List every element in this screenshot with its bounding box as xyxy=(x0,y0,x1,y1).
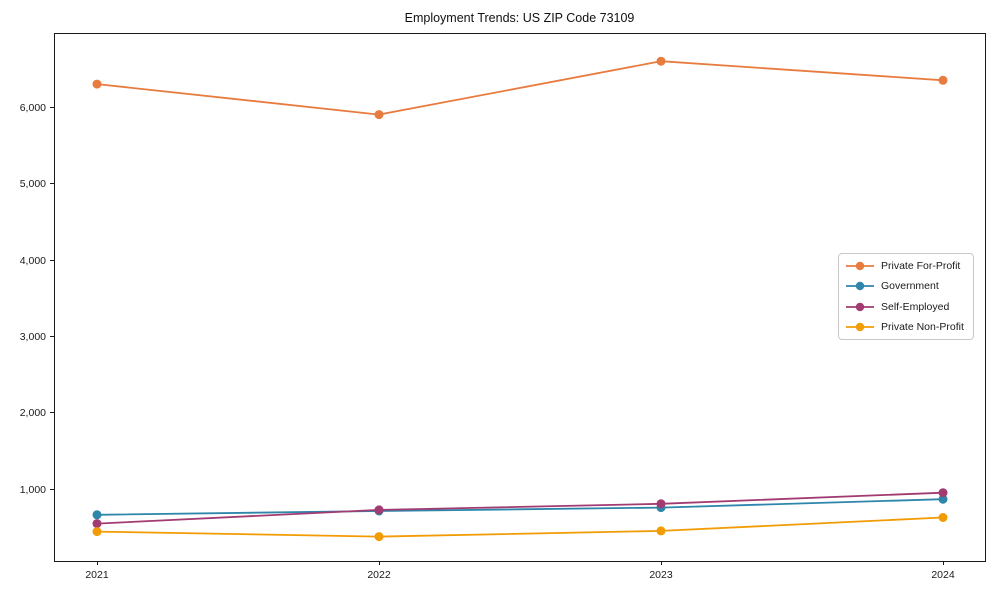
y-tick-label: 5,000 xyxy=(20,178,46,190)
data-point-self-employed-2022 xyxy=(374,505,384,515)
legend-marker-icon xyxy=(846,282,874,291)
data-point-private-for-profit-2023 xyxy=(656,56,666,66)
legend-item: Self-Employed xyxy=(846,301,967,313)
y-tick-label: 2,000 xyxy=(20,407,46,419)
x-tick-label: 2023 xyxy=(649,569,673,581)
data-point-private-for-profit-2021 xyxy=(92,79,102,89)
series-line-private-non-profit xyxy=(96,516,944,538)
data-point-self-employed-2021 xyxy=(92,519,102,529)
legend-marker-icon xyxy=(846,322,874,332)
legend-label: Self-Employed xyxy=(881,300,950,313)
legend-marker-icon xyxy=(846,261,874,271)
legend-marker-icon xyxy=(846,302,874,311)
x-tick-label: 2021 xyxy=(85,569,109,581)
chart-title: Employment Trends: US ZIP Code 73109 xyxy=(404,11,635,25)
data-point-government-2024 xyxy=(938,494,948,504)
data-point-private-for-profit-2024 xyxy=(938,75,948,85)
plot-frame xyxy=(54,33,986,562)
data-point-private-non-profit-2023 xyxy=(656,526,666,536)
chart-legend: Private For-Profit Government Self-Employe… xyxy=(838,253,974,340)
data-point-private-non-profit-2022 xyxy=(374,532,384,542)
x-tick-label: 2024 xyxy=(931,569,955,581)
data-point-self-employed-2024 xyxy=(938,488,948,498)
legend-label: Government xyxy=(881,280,939,293)
legend-item: Private Non-Profit xyxy=(846,321,967,333)
y-tick-label: 6,000 xyxy=(20,102,46,114)
data-point-private-non-profit-2024 xyxy=(938,513,948,522)
x-tick-label: 2022 xyxy=(367,569,391,581)
data-point-government-2021 xyxy=(92,510,102,520)
y-tick-label: 1,000 xyxy=(20,484,46,496)
y-tick-label: 3,000 xyxy=(20,331,46,343)
series-line-self-employed xyxy=(96,491,944,525)
series-line-government xyxy=(96,498,944,516)
legend-label: Private For-Profit xyxy=(881,260,961,272)
y-tick-label: 4,000 xyxy=(20,255,46,267)
data-point-self-employed-2023 xyxy=(656,499,666,509)
series-line-private-for-profit xyxy=(96,60,944,116)
data-point-private-for-profit-2022 xyxy=(374,110,384,120)
legend-item: Government xyxy=(846,280,967,292)
legend-item: Private For-Profit xyxy=(846,260,967,272)
data-point-private-non-profit-2021 xyxy=(92,527,102,537)
legend-label: Private Non-Profit xyxy=(881,320,964,333)
